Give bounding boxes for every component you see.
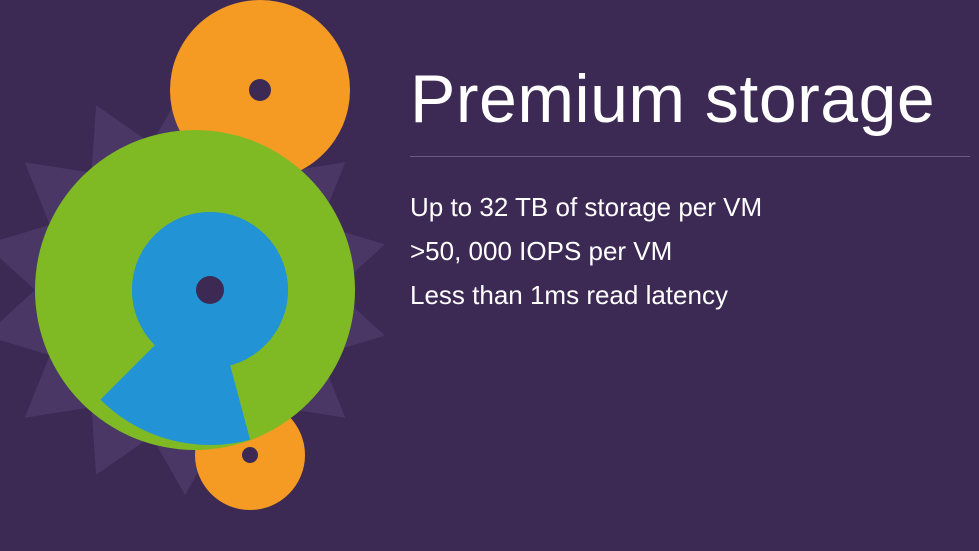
orange-top-hole bbox=[249, 79, 271, 101]
slide-title: Premium storage bbox=[410, 60, 970, 138]
bullet-list: Up to 32 TB of storage per VM>50, 000 IO… bbox=[410, 185, 970, 317]
bullet-item: Up to 32 TB of storage per VM bbox=[410, 185, 970, 229]
bullet-item: >50, 000 IOPS per VM bbox=[410, 229, 970, 273]
blue-inner-hole bbox=[196, 276, 224, 304]
text-block: Premium storage Up to 32 TB of storage p… bbox=[410, 60, 970, 317]
storage-graphic bbox=[0, 0, 440, 551]
divider bbox=[410, 156, 970, 157]
bullet-item: Less than 1ms read latency bbox=[410, 273, 970, 317]
orange-bottom-hole bbox=[242, 447, 258, 463]
